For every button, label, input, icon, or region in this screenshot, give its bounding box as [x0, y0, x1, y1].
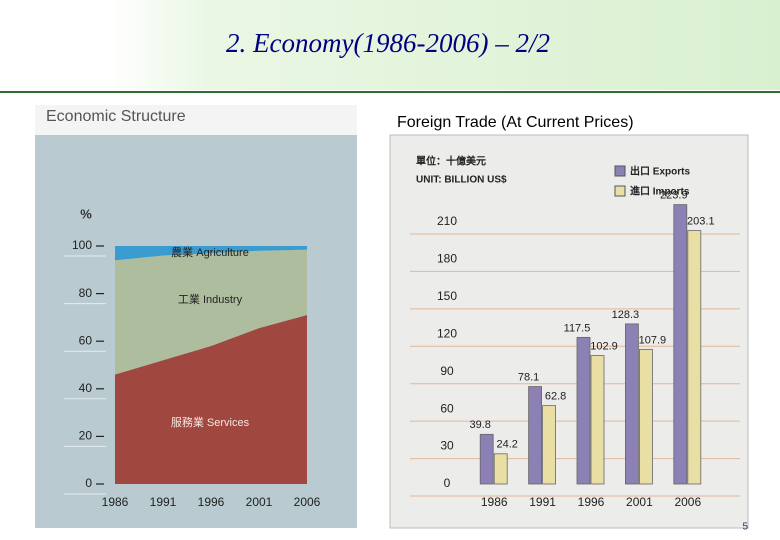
unit-label: 單位：十億美元	[416, 155, 486, 168]
value-label: 39.8	[469, 419, 490, 431]
y-tick-label: 120	[437, 326, 457, 340]
y-tick-label: 150	[437, 289, 457, 303]
y-tick-label: 180	[437, 252, 457, 266]
chart-title: Economic Structure	[46, 108, 186, 125]
x-tick-label: 2001	[626, 495, 653, 509]
x-tick-label: 1996	[198, 495, 225, 509]
bar	[479, 433, 494, 485]
x-tick-label: 2006	[294, 495, 321, 509]
value-label: 78.1	[518, 371, 539, 383]
bar	[639, 348, 653, 485]
bar	[528, 386, 542, 485]
value-label: 102.9	[590, 341, 618, 353]
area	[115, 249, 307, 375]
unit-label: UNIT: BILLION US$	[416, 175, 507, 186]
y-tick-label: 60	[440, 401, 454, 415]
value-label: 107.9	[639, 334, 667, 346]
y-tick-label: 0	[85, 476, 92, 490]
value-label: 62.8	[545, 391, 566, 403]
bar	[576, 336, 591, 485]
legend-label: 出口 Exports	[630, 165, 690, 178]
y-tick-label: 60	[79, 333, 93, 347]
value-label: 203.1	[687, 215, 715, 227]
y-tick-label: 80	[79, 286, 93, 300]
series-label: 農業 Agriculture	[171, 245, 249, 259]
bar	[493, 453, 508, 485]
bar	[687, 230, 702, 485]
legend-swatch	[614, 165, 626, 177]
legend-label: 進口 Imports	[630, 185, 690, 198]
y-tick-label: 20	[79, 429, 93, 443]
x-tick-label: 2006	[674, 495, 701, 509]
y-tick-label: 210	[437, 214, 457, 228]
value-label: 117.5	[564, 322, 591, 334]
series-label: 服務業 Services	[171, 415, 250, 429]
bar	[590, 355, 605, 485]
header-band	[108, 0, 780, 90]
bar	[542, 405, 556, 485]
y-tick-label: 40	[79, 381, 93, 395]
x-tick-label: 1991	[150, 495, 177, 509]
area	[115, 246, 307, 261]
y-tick-label: 0	[444, 476, 451, 490]
slide-title: 2. Economy(1986-2006) – 2/2	[226, 28, 550, 58]
left-panel-header	[35, 105, 357, 135]
structure-chart: 0 20 40 60 80 100 服務業 Services 工業 Industry 農業 Ag…	[64, 238, 321, 509]
x-tick-label: 2001	[246, 495, 273, 509]
x-tick-label: 1991	[529, 495, 556, 509]
x-tick-label: 1986	[102, 495, 129, 509]
x-tick-label: 1996	[578, 495, 605, 509]
y-axis-label: %	[80, 206, 92, 221]
page-number: 5	[742, 522, 748, 533]
value-label: 223.9	[660, 190, 688, 202]
y-tick-label: 100	[72, 238, 92, 252]
bar	[625, 323, 639, 485]
area	[115, 315, 307, 484]
series-label: 工業 Industry	[178, 293, 243, 306]
bar	[673, 204, 688, 485]
value-label: 128.3	[612, 309, 640, 321]
value-label: 24.2	[496, 439, 517, 451]
x-tick-label: 1986	[481, 495, 508, 509]
chart-title: Foreign Trade (At Current Prices)	[397, 114, 634, 131]
legend-swatch	[614, 185, 626, 197]
y-tick-label: 30	[440, 439, 454, 453]
trade-chart: 0 30 60 90 120 150 180 210 單位：十億美元 UNIT: BILLION …	[410, 155, 740, 509]
y-tick-label: 90	[440, 364, 454, 378]
